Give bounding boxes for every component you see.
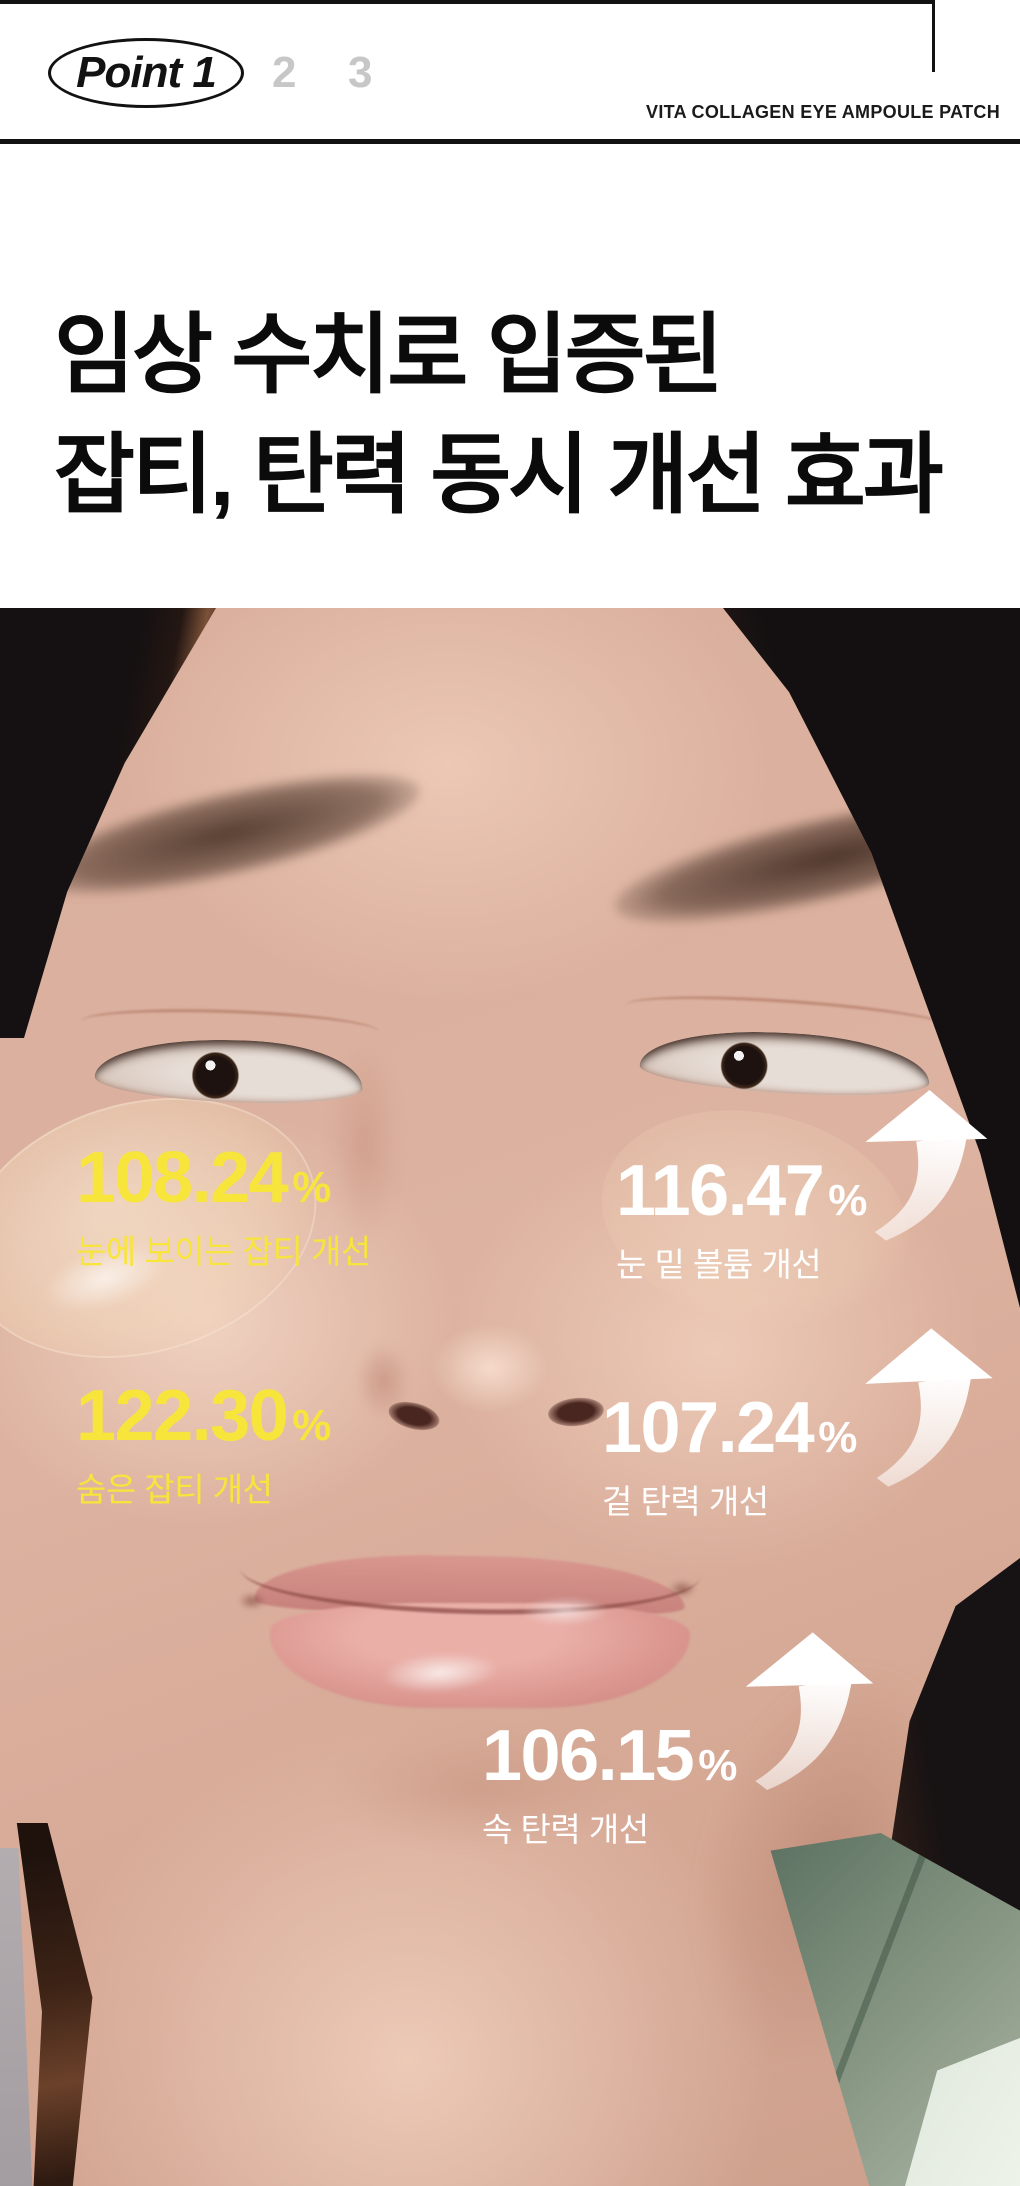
model-photo [0,608,1020,2186]
point-3-indicator: 3 [348,48,373,97]
point-2-indicator: 2 [272,48,297,97]
nose-tip-highlight [430,1323,550,1413]
stat-label: 눈 밑 볼륨 개선 [616,1246,822,1283]
nostril-right-shape [546,1395,606,1429]
nostril-left-shape [385,1397,443,1435]
top-rule-line [0,0,933,4]
stat-value-row: 116.47 % [616,1154,867,1238]
stat-value-row: 107.24 % [602,1391,857,1475]
lip-gloss-highlight-small [520,1596,610,1626]
stat-value: 116.47 [616,1151,825,1231]
stat-undereye-volume: 116.47 % 눈 밑 볼륨 개선 [616,1154,867,1285]
stat-value-row: 106.15 % [482,1719,737,1803]
up-arrow-icon [745,1632,874,1791]
chin-shadow-shape [330,1728,630,1848]
stat-value-row: 122.30 % [76,1379,331,1463]
eye-left-shape [93,1035,365,1107]
stat-value: 106.15 [482,1716,695,1796]
headline: 임상 수치로 입증된 잡티, 탄력 동시 개선 효과 [54,295,944,535]
stat-label: 눈에 보이는 잡티 개선 [76,1233,371,1270]
stat-unit: % [698,1741,738,1790]
divider-rule [0,139,1020,144]
headline-line-2: 잡티, 탄력 동시 개선 효과 [54,425,944,524]
point-1-badge: Point 1 [48,38,244,108]
mouth-corner-right [668,1580,696,1598]
stat-label: 속 탄력 개선 [482,1811,649,1848]
point-1-label: Point 1 [76,48,217,97]
stat-unit: % [292,1401,332,1450]
stat-value: 122.30 [76,1376,289,1456]
mouth-corner-left [238,1592,266,1610]
stat-value-row: 108.24 % [76,1141,371,1225]
stat-unit: % [292,1163,332,1212]
header-vertical-line [932,0,935,72]
stat-value: 107.24 [602,1388,815,1468]
stat-hidden-blemish: 122.30 % 숨은 잡티 개선 [76,1379,331,1510]
stat-visible-blemish: 108.24 % 눈에 보이는 잡티 개선 [76,1141,371,1272]
stat-outer-elasticity: 107.24 % 겉 탄력 개선 [602,1391,857,1522]
stat-label: 숨은 잡티 개선 [76,1471,273,1508]
stat-value: 108.24 [76,1138,289,1218]
product-name: VITA COLLAGEN EYE AMPOULE PATCH [646,102,1000,122]
stat-unit: % [818,1413,858,1462]
stat-unit: % [828,1176,868,1225]
up-arrow-icon [865,1328,993,1487]
stat-label: 겉 탄력 개선 [602,1483,769,1520]
stat-inner-elasticity: 106.15 % 속 탄력 개선 [482,1719,737,1850]
up-arrow-icon [865,1090,988,1241]
headline-line-1: 임상 수치로 입증된 [54,305,724,404]
